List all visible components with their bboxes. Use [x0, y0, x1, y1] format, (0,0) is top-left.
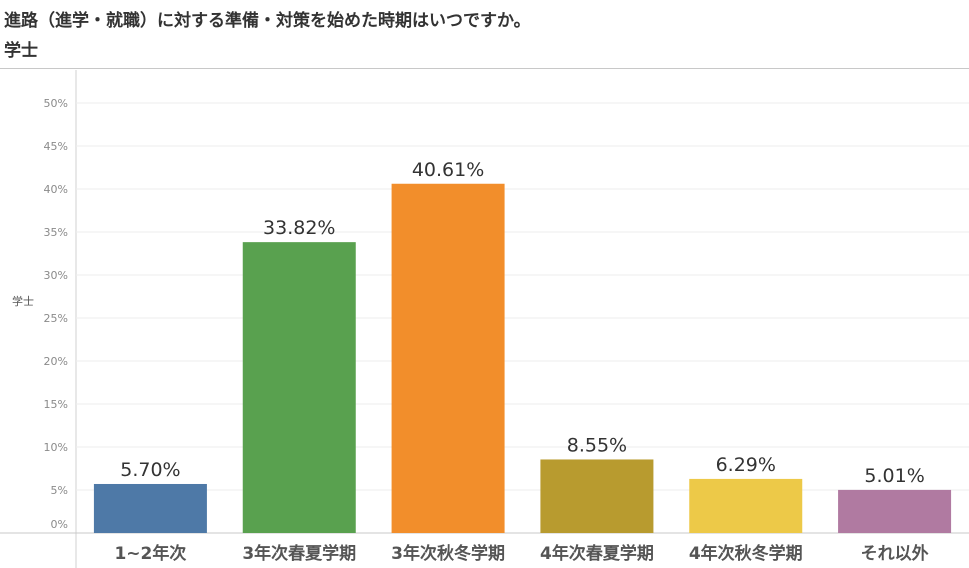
y-tick-label: 40% [44, 183, 68, 196]
data-label: 5.01% [864, 465, 924, 487]
y-tick-label: 0% [51, 518, 68, 531]
x-tick-label: 1~2年次 [114, 543, 186, 564]
y-tick-label: 20% [44, 355, 68, 368]
y-tick-label: 25% [44, 312, 68, 325]
data-label: 8.55% [567, 434, 627, 456]
data-label: 6.29% [716, 454, 776, 476]
y-tick-label: 30% [44, 269, 68, 282]
bar [391, 183, 505, 533]
x-tick-label: 3年次春夏学期 [242, 543, 356, 564]
y-tick-label: 35% [44, 226, 68, 239]
x-tick-label: 4年次春夏学期 [540, 543, 654, 564]
x-tick-label: それ以外 [861, 543, 929, 564]
data-label: 33.82% [263, 217, 335, 239]
data-label: 40.61% [412, 159, 484, 181]
x-tick-label: 4年次秋冬学期 [689, 543, 803, 564]
bar [838, 489, 952, 533]
y-tick-label: 5% [51, 484, 68, 497]
data-label: 5.70% [120, 459, 180, 481]
y-tick-label: 15% [44, 398, 68, 411]
y-tick-label: 45% [44, 140, 68, 153]
bar [689, 478, 803, 533]
x-tick-label: 3年次秋冬学期 [391, 543, 505, 564]
y-tick-label: 50% [44, 97, 68, 110]
header-divider [0, 68, 969, 69]
bar [93, 483, 207, 533]
bar [242, 242, 356, 533]
bar [540, 459, 654, 533]
y-tick-label: 10% [44, 441, 68, 454]
chart-title: 進路（進学・就職）に対する準備・対策を始めた時期はいつですか。 [4, 11, 531, 31]
y-axis-label: 学士 [12, 294, 34, 308]
chart-subtitle: 学士 [4, 41, 38, 61]
